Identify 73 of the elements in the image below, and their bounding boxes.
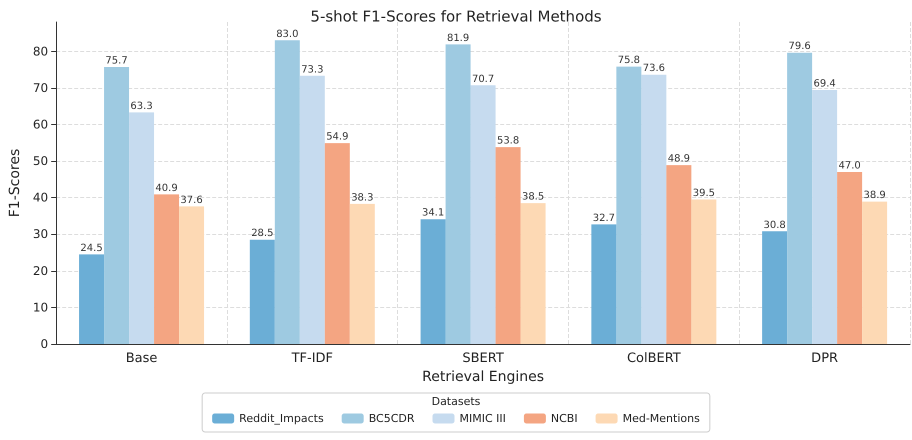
legend-title: Datasets bbox=[432, 395, 481, 408]
data-label: 38.5 bbox=[522, 192, 544, 203]
data-label: 28.5 bbox=[251, 228, 274, 240]
y-tick-label: 10 bbox=[32, 300, 48, 314]
data-label: 38.9 bbox=[863, 190, 886, 202]
x-tick-label: TF-IDF bbox=[290, 351, 334, 366]
bar bbox=[520, 203, 546, 344]
bar bbox=[812, 90, 838, 344]
data-label: 79.6 bbox=[788, 41, 811, 52]
data-label: 48.9 bbox=[668, 154, 690, 165]
y-tick-label: 40 bbox=[32, 190, 48, 205]
data-label: 81.9 bbox=[446, 32, 470, 44]
data-label: 73.3 bbox=[301, 64, 324, 76]
bar bbox=[616, 66, 642, 344]
bar bbox=[104, 67, 130, 344]
data-label: 39.5 bbox=[692, 188, 715, 199]
bar bbox=[420, 219, 446, 344]
bar bbox=[666, 165, 692, 344]
data-label: 54.9 bbox=[326, 132, 348, 143]
y-axis-title: F1-Scores bbox=[7, 148, 23, 218]
bar bbox=[324, 143, 350, 344]
data-label: 38.3 bbox=[351, 192, 374, 204]
data-label: 63.3 bbox=[130, 100, 153, 112]
data-label: 69.4 bbox=[813, 78, 836, 90]
data-label: 73.6 bbox=[642, 63, 665, 74]
bar bbox=[641, 74, 666, 344]
bar bbox=[762, 231, 788, 344]
x-axis-title: Retrieval Engines bbox=[422, 368, 544, 385]
legend-label: NCBI bbox=[550, 412, 578, 425]
bar bbox=[691, 199, 716, 344]
y-tick-label: 20 bbox=[32, 264, 48, 278]
y-tick-label: 80 bbox=[32, 44, 48, 58]
data-label: 75.8 bbox=[618, 55, 640, 66]
legend-label: MIMIC III bbox=[460, 412, 506, 425]
y-tick-label: 60 bbox=[32, 117, 48, 132]
bar bbox=[350, 204, 375, 344]
bar bbox=[274, 40, 300, 344]
data-label: 53.8 bbox=[496, 136, 520, 147]
data-label: 24.5 bbox=[80, 242, 103, 254]
bar bbox=[591, 224, 616, 344]
legend-label: Reddit_Impacts bbox=[239, 412, 324, 425]
x-tick-label: DPR bbox=[811, 351, 838, 366]
x-tick-label: Base bbox=[126, 351, 158, 366]
data-label: 37.6 bbox=[180, 194, 203, 206]
bar bbox=[129, 112, 154, 344]
bar bbox=[250, 240, 275, 344]
bar bbox=[837, 172, 862, 344]
data-label: 75.7 bbox=[105, 56, 128, 67]
data-label: 70.7 bbox=[472, 74, 494, 85]
bar bbox=[787, 52, 812, 344]
bar bbox=[862, 202, 888, 344]
data-label: 47.0 bbox=[838, 160, 861, 172]
data-label: 32.7 bbox=[592, 212, 615, 224]
bar bbox=[300, 76, 325, 344]
legend-label: Med-Mentions bbox=[622, 412, 700, 425]
chart-title: 5-shot F1-Scores for Retrieval Methods bbox=[310, 8, 602, 26]
data-label: 30.8 bbox=[763, 220, 786, 231]
data-label: 83.0 bbox=[276, 28, 298, 40]
data-label: 34.1 bbox=[422, 208, 444, 219]
bar bbox=[179, 206, 204, 344]
bar bbox=[496, 147, 521, 344]
bar bbox=[154, 194, 180, 344]
bar bbox=[470, 85, 496, 344]
bar bbox=[446, 44, 471, 344]
bar bbox=[79, 254, 104, 344]
y-tick-label: 30 bbox=[32, 227, 48, 242]
y-tick-label: 50 bbox=[32, 154, 48, 168]
legend-label: BC5CDR bbox=[368, 412, 415, 425]
x-tick-label: SBERT bbox=[462, 351, 504, 366]
x-tick-label: ColBERT bbox=[626, 351, 681, 366]
y-tick-label: 70 bbox=[32, 80, 48, 95]
data-label: 40.9 bbox=[155, 182, 178, 194]
y-tick-label: 0 bbox=[40, 337, 48, 351]
